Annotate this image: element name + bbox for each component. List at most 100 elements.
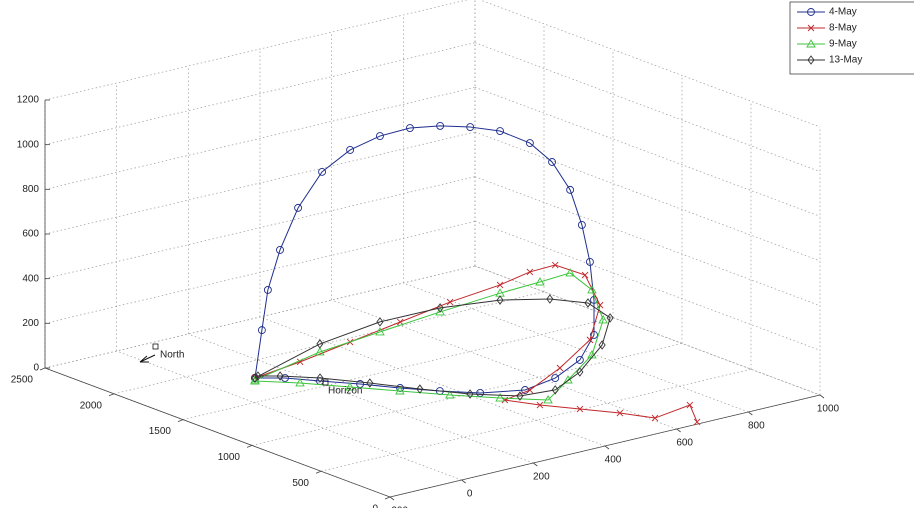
series-line [254,298,611,397]
legend-label: 9-May [829,39,857,50]
grid-line [474,176,821,306]
marker [276,245,284,254]
grid-line [474,131,821,262]
legend-label: 8-May [829,23,857,34]
marker [586,336,594,344]
marker [546,294,554,304]
y-tick-label: 500 [292,478,309,489]
tick-mark [389,496,395,501]
marker [807,24,815,32]
marker [315,347,325,356]
z-tick-label: 0 [33,363,39,374]
legend-label: 13-May [829,55,862,66]
marker [598,340,606,350]
marker [276,371,284,381]
grid-line [474,42,821,172]
marker [584,298,592,308]
marker [806,39,816,48]
grid-line [182,317,614,420]
marker [577,220,586,229]
marker [606,313,614,323]
marker [318,167,327,176]
tick-mark [384,496,391,500]
marker [807,55,815,65]
marker [375,327,385,336]
tick-mark [108,393,115,397]
marker [346,145,355,154]
marker [345,382,355,391]
grid-line [44,86,476,190]
marker [416,384,424,394]
north-label: North [160,350,184,361]
tick-mark [819,394,825,399]
marker [436,121,445,130]
marker [585,257,594,266]
horizon-label: Horizon [328,386,362,397]
marker [590,331,598,339]
marker [651,414,659,422]
marker [466,389,474,399]
z-tick-label: 600 [22,229,39,240]
grid-line [116,350,462,481]
marker [254,371,262,381]
marker [575,355,584,364]
marker [435,307,445,316]
horizon-marker [322,379,329,386]
marker [496,295,504,305]
x-tick-label: 800 [748,421,765,432]
grid-line [479,0,821,128]
legend [789,1,914,75]
x-tick-label: -200 [388,506,408,508]
tick-mark [533,462,538,467]
marker [566,185,575,194]
grid-line [320,368,752,472]
marker [686,401,694,409]
marker [295,378,305,387]
x-tick-label: 600 [676,438,693,449]
tick-mark [246,445,253,448]
x-tick-label: 1000 [817,404,840,415]
z-tick-label: 800 [22,184,39,195]
grid-line [474,87,821,217]
marker [376,317,384,327]
z-tick-label: 200 [22,318,39,329]
z-tick-label: 1000 [17,139,40,150]
marker [535,277,545,286]
marker [446,298,454,306]
y-tick-label: 1000 [218,452,241,463]
marker [576,367,584,377]
marker [598,314,608,324]
tick-mark [177,419,184,422]
marker [551,261,559,269]
marker [693,418,701,426]
grid-line [474,265,821,396]
marker [565,268,575,277]
marker [294,203,303,212]
grid-line [113,291,545,395]
marker [366,378,374,388]
marker [395,386,405,395]
marker [807,8,815,16]
z-tick-label: 1200 [17,95,40,106]
marker [526,386,534,394]
marker [551,374,560,382]
grid-line [44,176,476,280]
marker [616,409,624,417]
series-line [254,272,604,401]
marker [548,158,556,166]
marker [250,376,260,385]
marker [551,385,559,395]
marker [496,281,504,289]
marker [396,318,404,326]
marker [495,393,505,402]
tick-mark [39,367,46,371]
marker [405,124,414,132]
marker [316,373,324,383]
marker [587,285,597,294]
x-tick-label: 0 [467,489,473,500]
marker [526,268,534,276]
axis-line [44,367,391,498]
grid-line [259,316,606,447]
grid-line [474,221,821,351]
